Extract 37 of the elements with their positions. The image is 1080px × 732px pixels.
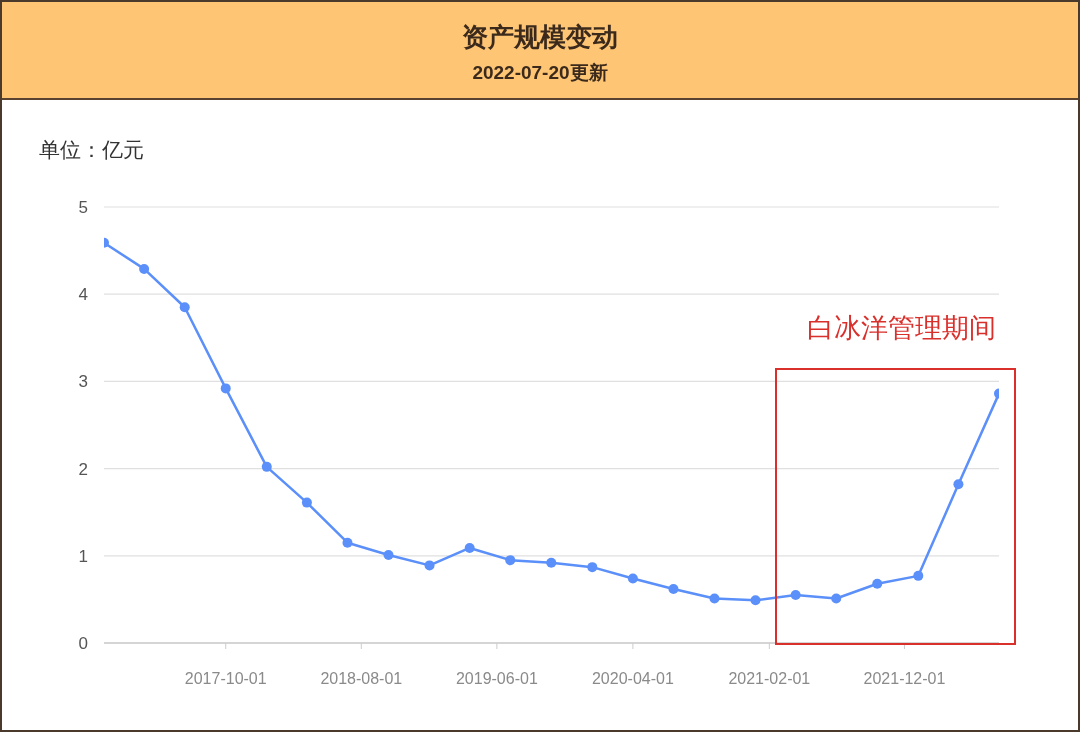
point <box>424 560 435 571</box>
y-tick-label: 5 <box>78 198 88 218</box>
y-tick-label: 0 <box>78 634 88 654</box>
y-tick-label: 1 <box>78 546 88 566</box>
point <box>668 583 679 594</box>
chart-subtitle: 2022-07-20更新 <box>471 61 609 85</box>
point <box>464 542 475 553</box>
y-axis-title: 单位：亿元 <box>39 137 144 163</box>
y-tick-label: 4 <box>78 285 88 305</box>
point <box>301 497 312 508</box>
point <box>383 549 394 560</box>
x-tick-label: 2021-02-01 <box>728 670 811 688</box>
x-tick-label: 2020-04-01 <box>591 670 674 688</box>
point <box>872 578 883 589</box>
x-tick-label: 2021-12-01 <box>863 670 946 688</box>
chart-title: 资产规模变动 <box>461 21 619 54</box>
y-tick-label: 2 <box>78 459 88 479</box>
point <box>953 479 964 490</box>
point <box>831 593 842 604</box>
point <box>261 461 272 472</box>
point <box>546 557 557 568</box>
point <box>913 570 924 581</box>
point <box>139 263 150 274</box>
point <box>505 555 516 566</box>
point <box>709 593 720 604</box>
point <box>179 302 190 313</box>
point <box>587 562 598 573</box>
x-tick-label: 2019-06-01 <box>455 670 538 688</box>
x-tick-label: 2018-08-01 <box>320 670 403 688</box>
y-tick-label: 3 <box>78 372 88 392</box>
point <box>627 573 638 584</box>
point <box>342 537 353 548</box>
x-tick-label: 2017-10-01 <box>184 670 267 688</box>
point <box>220 383 231 394</box>
point <box>790 590 801 601</box>
annotation: 白冰洋管理期间 <box>805 312 997 345</box>
point <box>750 595 761 606</box>
